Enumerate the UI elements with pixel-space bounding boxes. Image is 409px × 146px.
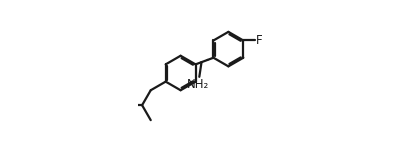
Text: F: F <box>256 34 263 47</box>
Text: NH₂: NH₂ <box>187 78 209 91</box>
